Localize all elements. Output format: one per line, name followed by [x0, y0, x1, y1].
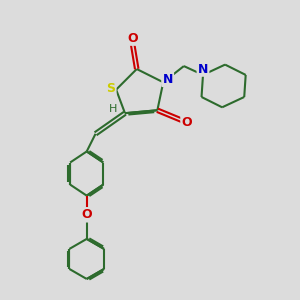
- Text: N: N: [198, 62, 208, 76]
- Text: H: H: [108, 104, 117, 114]
- Text: O: O: [182, 116, 192, 128]
- Text: O: O: [127, 32, 138, 45]
- Text: S: S: [106, 82, 115, 95]
- Text: O: O: [81, 208, 92, 221]
- Text: N: N: [163, 73, 173, 86]
